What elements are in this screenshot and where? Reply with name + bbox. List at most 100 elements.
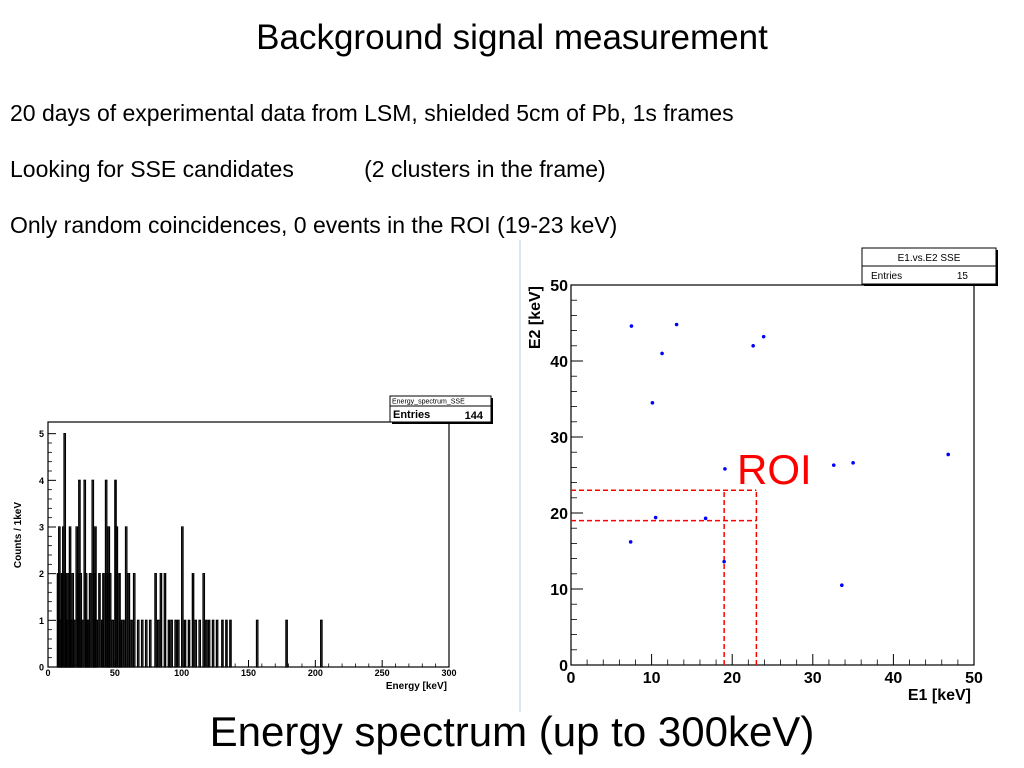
scatter-y-tick-label-3: 30 xyxy=(550,430,568,447)
scatter-x-tick-label-3: 30 xyxy=(804,670,822,687)
scatter-y-tick-label-1: 10 xyxy=(550,582,568,599)
scatter-point-6 xyxy=(723,467,727,471)
histogram-bar-61 xyxy=(198,619,202,668)
bullet-3: Only random coincidences, 0 events in th… xyxy=(10,212,618,238)
scatter-x-tick-label-2: 20 xyxy=(723,670,741,687)
histogram-bar-36 xyxy=(115,526,119,668)
histogram-y-ticks: 0 1 2 3 4 5 xyxy=(39,429,56,673)
histogram-bar-60 xyxy=(194,619,198,668)
histogram-bar-9 xyxy=(68,526,72,668)
scatter-y-tick-label-4: 40 xyxy=(550,354,568,371)
histogram-stats-box: Energy_spectrum_SSE Entries 144 xyxy=(389,395,493,424)
histogram-stats-label: Entries xyxy=(393,409,430,421)
histogram-bar-33 xyxy=(108,573,112,668)
scatter-stats-title: E1.vs.E2 SSE xyxy=(898,253,961,264)
scatter-stats-box: E1.vs.E2 SSE Entries 15 xyxy=(861,247,998,286)
histogram-x-label: Energy [keV] xyxy=(386,681,447,692)
histogram-x-tick-label-3: 150 xyxy=(241,668,256,678)
scatter-y-tick-label-2: 20 xyxy=(550,506,568,523)
histogram-y-tick-label-0: 0 xyxy=(39,663,44,673)
scatter-point-7 xyxy=(831,463,836,467)
histogram-bar-12 xyxy=(72,619,76,668)
histogram-bar-39 xyxy=(122,619,125,668)
scatter-y-label: E2 [keV] xyxy=(527,286,544,349)
histogram-x-tick-label-4: 200 xyxy=(308,668,323,678)
histogram-stats-value: 144 xyxy=(465,410,484,422)
histogram-bar-55 xyxy=(177,619,180,668)
scatter-y-ticks: 0 10 20 30 40 50 xyxy=(550,278,583,675)
histogram-stats-title: Energy_spectrum_SSE xyxy=(392,399,465,406)
histogram-y-tick-label-4: 4 xyxy=(39,476,44,486)
histogram-bar-50 xyxy=(159,573,163,668)
histogram-bar-27 xyxy=(98,573,101,668)
scatter-x-tick-label-5: 50 xyxy=(965,670,983,687)
scatter-point-9 xyxy=(946,452,951,457)
histogram-x-tick-label-6: 300 xyxy=(441,668,456,678)
histogram-bar-22 xyxy=(88,573,92,668)
histogram-bar-1 xyxy=(58,526,61,668)
scatter-point-4 xyxy=(761,334,766,339)
scatter-x-ticks: 0 10 20 30 40 50 xyxy=(567,654,983,687)
slide-title: Background signal measurement xyxy=(256,18,768,57)
histogram-bar-48 xyxy=(154,573,157,668)
bullet-2: Looking for SSE candidates (2 clusters i… xyxy=(10,156,606,182)
histogram-y-tick-label-5: 5 xyxy=(39,429,44,439)
scatter-x-tick-label-0: 0 xyxy=(567,670,576,687)
histogram-bar-62 xyxy=(202,573,206,668)
histogram-bar-43 xyxy=(132,573,136,668)
histogram-bars xyxy=(56,433,323,668)
e1-e2-scatter: 0 10 20 30 40 50 0 10 20 30 40 50 ROI E1 [keV] E2 … xyxy=(527,247,998,704)
scatter-point-5 xyxy=(650,401,655,405)
histogram-x-ticks: 0 50 100 150 200 250 300 xyxy=(45,660,457,678)
scatter-point-1 xyxy=(674,322,679,327)
roi-lines xyxy=(571,489,758,665)
scatter-point-13 xyxy=(722,559,726,564)
histogram-bar-34 xyxy=(111,619,115,668)
histogram-bar-59 xyxy=(191,573,195,668)
scatter-stats-label: Entries xyxy=(871,271,902,282)
histogram-bar-58 xyxy=(187,619,191,668)
bullet-1: 20 days of experimental data from LSM, s… xyxy=(10,100,734,126)
histogram-bar-44 xyxy=(136,619,140,668)
histogram-bar-42 xyxy=(130,619,133,668)
histogram-bar-54 xyxy=(174,619,177,668)
histogram-bar-38 xyxy=(119,619,123,668)
scatter-frame xyxy=(570,284,975,666)
scatter-y-tick-label-5: 50 xyxy=(550,278,568,295)
divider xyxy=(519,240,521,712)
histogram-bar-53 xyxy=(170,619,173,668)
scatter-point-2 xyxy=(660,351,664,356)
histogram-bar-57 xyxy=(183,619,187,668)
scatter-x-tick-label-1: 10 xyxy=(643,670,661,687)
scatter-point-11 xyxy=(703,516,708,521)
histogram-x-tick-label-1: 50 xyxy=(110,668,120,678)
scatter-x-label: E1 [keV] xyxy=(908,687,971,704)
histogram-x-tick-label-2: 100 xyxy=(174,668,189,678)
histogram-bar-51 xyxy=(163,573,167,668)
histogram-bar-65 xyxy=(211,619,215,668)
histogram-bar-46 xyxy=(144,619,148,668)
histogram-bar-47 xyxy=(148,619,152,668)
histogram-x-tick-label-0: 0 xyxy=(45,668,50,678)
histogram-bar-41 xyxy=(127,573,131,668)
energy-histogram: 0 50 100 150 200 250 300 0 1 2 3 4 5 Energy [keV] C… xyxy=(13,395,493,692)
histogram-bar-52 xyxy=(167,619,171,668)
scatter-point-8 xyxy=(851,461,855,465)
scatter-point-3 xyxy=(751,344,755,348)
slide-caption: Energy spectrum (up to 300keV) xyxy=(209,708,815,755)
histogram-bar-66 xyxy=(215,619,219,668)
histogram-bar-40 xyxy=(124,526,128,668)
scatter-point-0 xyxy=(629,324,634,328)
histogram-bar-71 xyxy=(285,619,288,668)
histogram-bar-64 xyxy=(207,619,211,668)
roi-label: ROI xyxy=(737,446,812,493)
scatter-points xyxy=(628,322,951,587)
histogram-bar-17 xyxy=(80,619,84,668)
histogram-bar-5 xyxy=(63,433,67,668)
histogram-y-tick-label-2: 2 xyxy=(39,569,44,579)
scatter-point-14 xyxy=(840,583,844,587)
histogram-bar-70 xyxy=(255,619,259,668)
histogram-bar-63 xyxy=(205,619,208,668)
histogram-bar-72 xyxy=(320,619,323,668)
